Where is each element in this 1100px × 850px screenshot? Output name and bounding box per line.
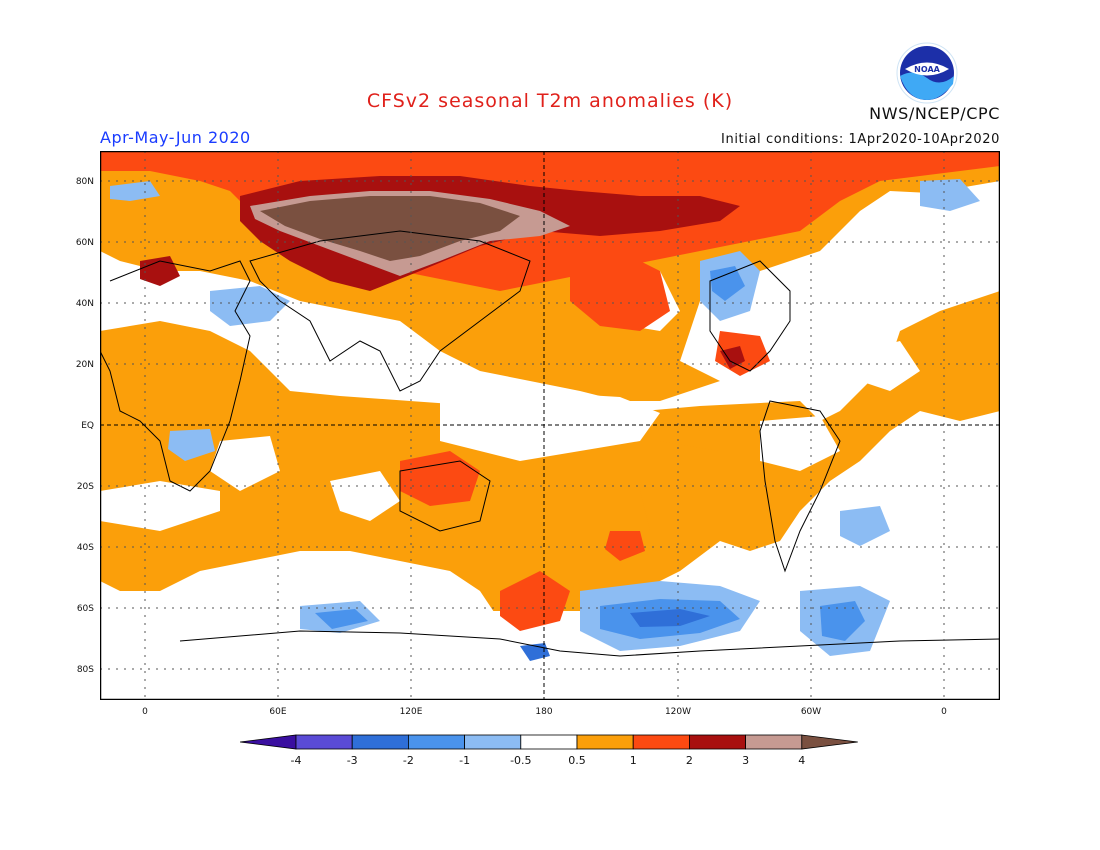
colorbar-label: -1 xyxy=(459,754,470,767)
lat-label-40s: 40S xyxy=(77,543,94,553)
colorbar-swatch-5 xyxy=(520,734,578,750)
lon-label-120e: 120E xyxy=(400,707,423,717)
colorbar-label: -0.5 xyxy=(510,754,531,767)
colorbar-swatch-8 xyxy=(688,734,746,750)
colorbar-label: -3 xyxy=(347,754,358,767)
colorbar-swatch-9 xyxy=(745,734,803,750)
lon-label-60e: 60E xyxy=(269,707,286,717)
lat-label-20n: 20N xyxy=(76,360,94,370)
anomaly-band-above-4 xyxy=(260,196,520,261)
reference-lines xyxy=(100,151,1000,700)
lon-label-180: 180 xyxy=(535,707,552,717)
map-axes: 80N 60N 40N 20N EQ 20S 40S 60S 80S 0 60E… xyxy=(76,177,947,717)
colorbar-swatch-10 xyxy=(801,734,858,750)
lon-label-0-east: 0 xyxy=(941,707,947,717)
colorbar-label: 2 xyxy=(686,754,693,767)
colorbar-label: 0.5 xyxy=(568,754,586,767)
svg-text:NOAA: NOAA xyxy=(914,65,940,74)
lat-label-20s: 20S xyxy=(77,482,94,492)
colorbar-swatch-1 xyxy=(295,734,353,750)
lat-label-eq: EQ xyxy=(81,421,94,431)
colorbar-label: -4 xyxy=(291,754,302,767)
noaa-logo: NOAA xyxy=(896,42,958,104)
lat-label-60n: 60N xyxy=(76,238,94,248)
colorbar-label: 4 xyxy=(798,754,805,767)
lon-label-120w: 120W xyxy=(665,707,691,717)
map-title: CFSv2 seasonal T2m anomalies (K) xyxy=(366,90,734,112)
colorbar-swatch-0 xyxy=(240,734,297,750)
anomaly-map xyxy=(100,151,1000,700)
lat-label-80n: 80N xyxy=(76,177,94,187)
colorbar: -4 -3 -2 -1 -0.5 0.5 1 2 3 4 xyxy=(240,734,858,767)
graticule xyxy=(100,151,1000,700)
lon-label-60w: 60W xyxy=(801,707,821,717)
lat-label-40n: 40N xyxy=(76,299,94,309)
colorbar-swatch-2 xyxy=(351,734,409,750)
colorbar-label: 3 xyxy=(742,754,749,767)
colorbar-swatch-3 xyxy=(407,734,465,750)
initial-conditions-label: Initial conditions: 1Apr2020-10Apr2020 xyxy=(721,132,1000,147)
lon-label-0-west: 0 xyxy=(142,707,148,717)
lat-label-60s: 60S xyxy=(77,604,94,614)
colorbar-label: -2 xyxy=(403,754,414,767)
colorbar-swatch-4 xyxy=(464,734,522,750)
map-frame xyxy=(100,151,1000,700)
coastlines xyxy=(100,230,1000,657)
colorbar-swatch-7 xyxy=(632,734,690,750)
colorbar-swatch-6 xyxy=(576,734,634,750)
season-label: Apr-May-Jun 2020 xyxy=(100,128,251,147)
lat-label-80s: 80S xyxy=(77,665,94,675)
agency-label: NWS/NCEP/CPC xyxy=(869,104,1000,123)
colorbar-label: 1 xyxy=(630,754,637,767)
